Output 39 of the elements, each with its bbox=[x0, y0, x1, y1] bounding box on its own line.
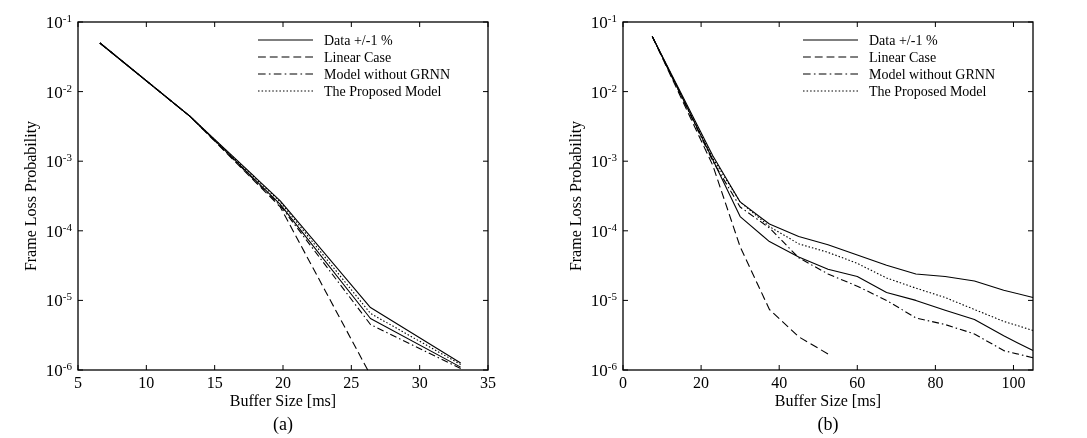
y-tick-label: 10$^{-6}$ bbox=[45, 360, 73, 380]
y-tick-label: 10$^{-1}$ bbox=[45, 12, 72, 32]
legend-label: Linear Case bbox=[869, 50, 937, 65]
text: (b) bbox=[817, 414, 839, 435]
x-tick-label: 5 bbox=[74, 374, 82, 391]
x-tick-label: 10 bbox=[138, 374, 155, 391]
legend-label: The Proposed Model bbox=[324, 84, 442, 99]
y-tick-label: 10$^{-4}$ bbox=[590, 220, 618, 241]
y-tick-label: 10$^{-5}$ bbox=[45, 290, 73, 311]
y-tick-label: 10$^{-2}$ bbox=[590, 81, 617, 102]
x-tick-label: 30 bbox=[411, 374, 428, 391]
text: (a) bbox=[273, 414, 293, 435]
x-tick-label: 35 bbox=[480, 374, 496, 391]
x-tick-label: 25 bbox=[343, 374, 360, 391]
legend-label: Model without GRNN bbox=[869, 67, 995, 82]
legend-label: The Proposed Model bbox=[869, 84, 987, 99]
x-tick-label: 80 bbox=[927, 374, 944, 391]
y-tick-label: 10$^{-4}$ bbox=[45, 220, 73, 241]
y-tick-label: 10$^{-2}$ bbox=[45, 81, 72, 102]
y-tick-label: 10$^{-6}$ bbox=[590, 360, 618, 380]
x-axis-title: Buffer Size [ms] bbox=[229, 392, 337, 409]
y-tick-label: 10$^{-3}$ bbox=[45, 151, 73, 172]
y-tick-label: 10$^{-1}$ bbox=[590, 12, 617, 32]
y-axis-title: Frame Loss Probability bbox=[22, 120, 40, 272]
x-tick-label: 100 bbox=[1001, 374, 1026, 391]
x-axis-title: Buffer Size [ms] bbox=[774, 392, 882, 409]
y-axis-title: Frame Loss Probability bbox=[567, 120, 585, 272]
legend-label: Data +/-1 % bbox=[324, 33, 393, 48]
y-tick-label: 10$^{-3}$ bbox=[590, 151, 618, 172]
legend-label: Data +/-1 % bbox=[869, 33, 938, 48]
x-tick-label: 20 bbox=[275, 374, 291, 391]
legend-label: Linear Case bbox=[324, 50, 392, 65]
x-tick-label: 20 bbox=[693, 374, 710, 391]
x-tick-label: 40 bbox=[771, 374, 788, 391]
x-tick-label: 15 bbox=[206, 374, 223, 391]
y-tick-label: 10$^{-5}$ bbox=[590, 290, 618, 311]
x-tick-label: 60 bbox=[849, 374, 866, 391]
x-tick-label: 0 bbox=[619, 374, 627, 391]
legend-label: Model without GRNN bbox=[324, 67, 450, 82]
